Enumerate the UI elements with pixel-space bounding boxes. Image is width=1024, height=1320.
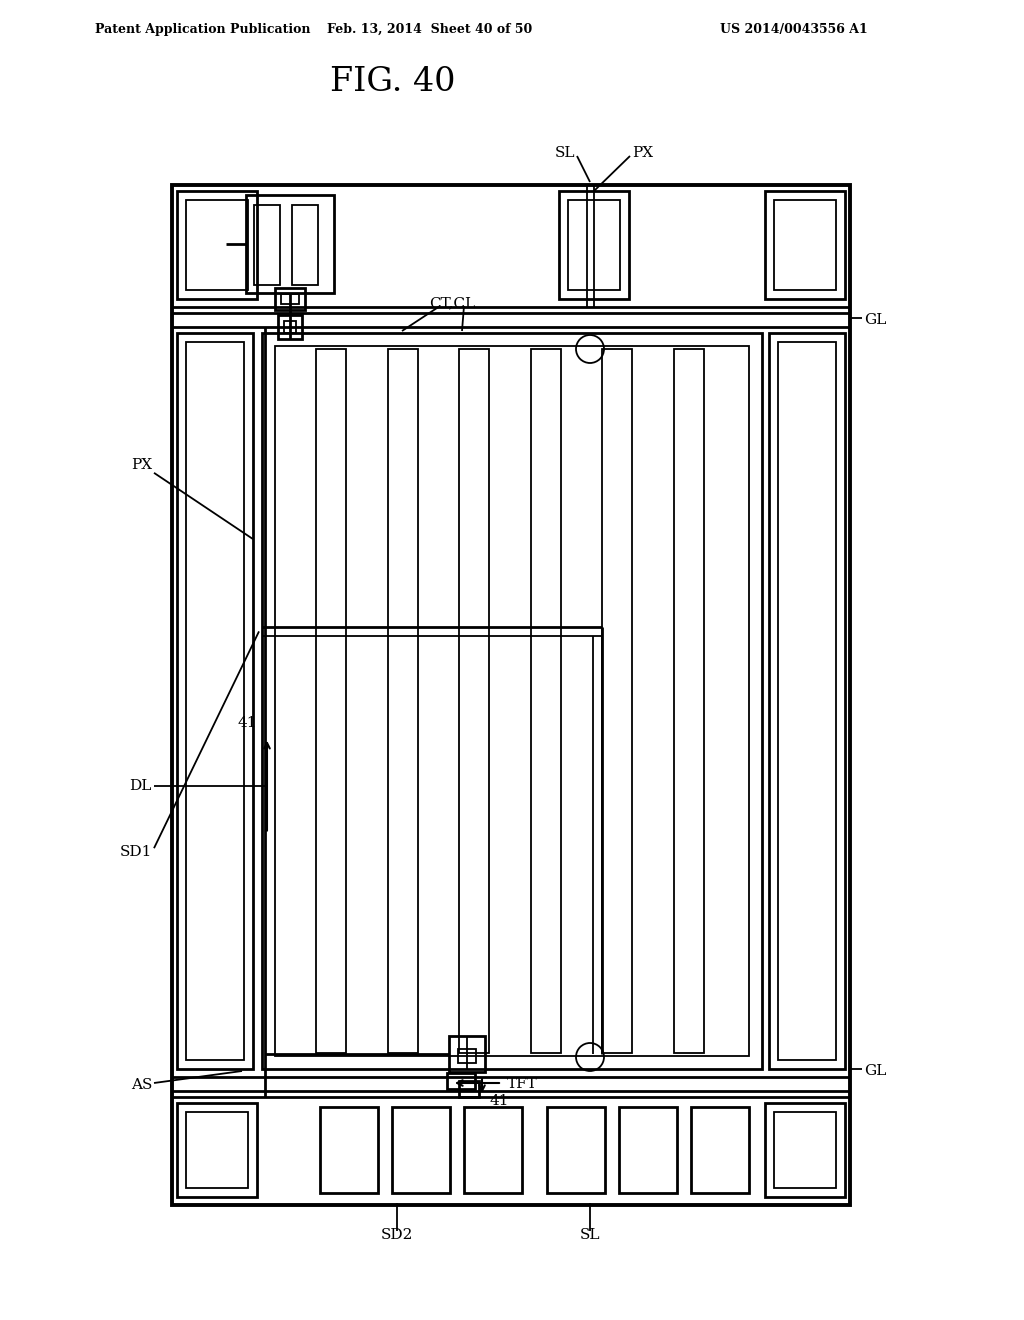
Bar (559, 191, 629, 300)
Bar (691, 1107, 749, 1193)
Bar (774, 1111, 836, 1188)
Bar (769, 333, 845, 1069)
Bar (547, 1107, 605, 1193)
Bar (177, 1104, 257, 1197)
Bar (278, 315, 302, 339)
Bar (458, 1049, 476, 1063)
Bar (316, 348, 346, 1053)
Bar (568, 201, 620, 290)
Text: CT,CL: CT,CL (429, 296, 475, 310)
Bar (459, 1081, 479, 1097)
Text: AS: AS (131, 1078, 152, 1092)
Bar (464, 1107, 522, 1193)
Bar (674, 348, 703, 1053)
Bar (186, 201, 248, 290)
Bar (292, 205, 318, 285)
Bar (172, 185, 850, 1205)
Bar (774, 201, 836, 290)
Bar (262, 333, 762, 1069)
Bar (460, 348, 489, 1053)
Bar (275, 346, 749, 1056)
Bar (319, 1107, 378, 1193)
Text: 41: 41 (489, 1094, 509, 1107)
Bar (177, 191, 257, 300)
Text: PX: PX (632, 147, 653, 160)
Bar (254, 205, 280, 285)
Text: FIG. 40: FIG. 40 (330, 66, 456, 98)
Text: 41: 41 (238, 715, 257, 730)
Bar (778, 342, 836, 1060)
Text: GL: GL (864, 1064, 887, 1078)
Bar (765, 1104, 845, 1197)
Bar (530, 348, 561, 1053)
Text: SL: SL (580, 1228, 600, 1242)
Text: GL: GL (864, 313, 887, 327)
Text: US 2014/0043556 A1: US 2014/0043556 A1 (720, 22, 867, 36)
Text: DL: DL (130, 779, 152, 792)
Bar (447, 1073, 475, 1089)
Bar (186, 1111, 248, 1188)
Bar (284, 321, 296, 333)
Bar (449, 1036, 485, 1072)
Bar (602, 348, 632, 1053)
Text: Patent Application Publication: Patent Application Publication (95, 22, 310, 36)
Text: SD2: SD2 (381, 1228, 414, 1242)
Bar (246, 195, 334, 293)
Bar (392, 1107, 450, 1193)
Text: TFT: TFT (507, 1077, 538, 1092)
Bar (177, 333, 253, 1069)
Text: SD1: SD1 (120, 845, 152, 859)
Text: Feb. 13, 2014  Sheet 40 of 50: Feb. 13, 2014 Sheet 40 of 50 (328, 22, 532, 36)
Bar (275, 288, 305, 310)
Bar (388, 348, 418, 1053)
Bar (186, 342, 244, 1060)
Bar (618, 1107, 677, 1193)
Text: SL: SL (555, 147, 575, 160)
Bar (281, 294, 299, 304)
Text: PX: PX (131, 458, 152, 473)
Bar (765, 191, 845, 300)
